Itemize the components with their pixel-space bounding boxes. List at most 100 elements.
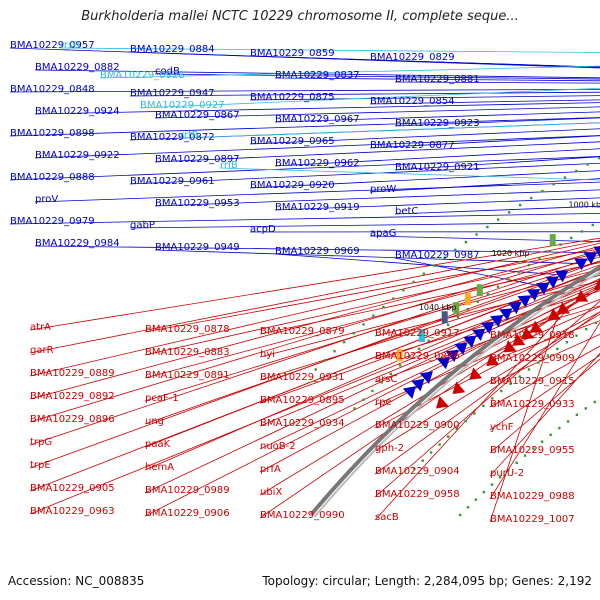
reverse-gene-label: BMA10229_0883 bbox=[145, 347, 230, 358]
reverse-gene-label: purU-2 bbox=[490, 468, 524, 479]
leader-line bbox=[274, 253, 562, 276]
tick-dot bbox=[575, 413, 579, 417]
rna-gene-label: BMA10229_0928 bbox=[100, 70, 185, 81]
leader-line bbox=[29, 242, 600, 377]
leader-line bbox=[154, 73, 600, 80]
tick-dot bbox=[497, 218, 500, 221]
forward-gene-label: BMA10229_0854 bbox=[370, 96, 455, 107]
forward-gene bbox=[499, 308, 513, 321]
label-leader-lines bbox=[9, 47, 600, 523]
reverse-gene bbox=[556, 301, 570, 314]
forward-gene-label: BMA10229_0897 bbox=[155, 154, 240, 165]
forward-gene bbox=[490, 315, 504, 328]
leader-line bbox=[144, 256, 600, 379]
rna-gene-label: rrlB bbox=[220, 160, 238, 171]
leader-line bbox=[59, 47, 600, 53]
leader-line bbox=[99, 65, 600, 79]
tick-dot bbox=[498, 476, 502, 479]
reverse-gene-label: BMA10229_0918 bbox=[490, 330, 575, 341]
forward-gene bbox=[411, 378, 425, 392]
reverse-gene-label: BMA10229_0931 bbox=[260, 372, 345, 383]
leader-line bbox=[154, 141, 600, 163]
forward-gene-label: BMA10229_0848 bbox=[10, 84, 95, 95]
tick-dot bbox=[372, 314, 375, 317]
reverse-gene-label: BMA10229_0934 bbox=[260, 418, 345, 429]
forward-gene-label: BMA10229_0984 bbox=[35, 238, 120, 249]
gene-block bbox=[464, 293, 471, 306]
leader-line bbox=[249, 95, 600, 101]
leader-line bbox=[489, 345, 600, 408]
tick-dot bbox=[517, 271, 520, 274]
reverse-gene-label: BMA10229_0896 bbox=[30, 414, 115, 425]
tick-dot bbox=[496, 285, 500, 288]
tick-dots bbox=[314, 156, 600, 517]
leader-line bbox=[374, 302, 575, 521]
tick-dot bbox=[490, 483, 494, 486]
tick-dot bbox=[446, 435, 450, 438]
tick-dot bbox=[500, 389, 503, 393]
forward-gene bbox=[555, 270, 569, 283]
tick-dot bbox=[546, 354, 549, 357]
forward-gene bbox=[517, 295, 531, 308]
tick-dot bbox=[408, 355, 411, 359]
rna-gene-label: rrfB bbox=[180, 130, 199, 141]
reverse-gene bbox=[521, 327, 535, 340]
tick-dot bbox=[575, 169, 578, 173]
tick-dot bbox=[438, 443, 441, 446]
leader-line bbox=[144, 260, 600, 402]
forward-gene-label: betC bbox=[395, 206, 418, 217]
tick-dot bbox=[591, 223, 594, 227]
leader-line bbox=[129, 91, 600, 97]
forward-gene bbox=[536, 282, 550, 295]
reverse-gene-label: arsC bbox=[375, 374, 397, 385]
rna-gene-label: rrsB bbox=[60, 40, 80, 51]
leader-line bbox=[9, 155, 600, 181]
forward-gene bbox=[419, 371, 433, 384]
tick-dot bbox=[556, 347, 559, 351]
tick-dot bbox=[549, 433, 552, 437]
tick-dot bbox=[412, 280, 415, 284]
tick-dot bbox=[507, 468, 510, 472]
tick-dot bbox=[371, 389, 374, 393]
tick-dot bbox=[584, 407, 587, 410]
tick-dot bbox=[486, 225, 489, 229]
tick-dot bbox=[398, 364, 402, 367]
reverse-gene-label: BMA10229_0958 bbox=[375, 489, 460, 500]
tick-dot bbox=[352, 332, 355, 335]
leader-line bbox=[144, 285, 600, 517]
reverse-gene-label: ubiX bbox=[260, 487, 282, 498]
reverse-gene-label: BMA10229_0955 bbox=[490, 445, 575, 456]
tick-dot bbox=[559, 243, 562, 246]
leader-line bbox=[9, 212, 600, 225]
forward-gene bbox=[402, 386, 416, 399]
gene-block bbox=[441, 311, 448, 324]
genome-summary: Topology: circular; Length: 2,284,095 bp… bbox=[262, 574, 592, 588]
reverse-gene-label: BMA10229_0892 bbox=[30, 391, 115, 402]
forward-gene-label: BMA10229_0967 bbox=[275, 114, 360, 125]
reverse-gene-label: ung bbox=[145, 416, 164, 427]
gene-block bbox=[418, 329, 425, 342]
map-title: Burkholderia mallei NCTC 10229 chromosom… bbox=[81, 9, 519, 24]
tick-label: 1000 kbp bbox=[568, 200, 600, 209]
leader-line bbox=[259, 288, 600, 473]
tick-dot bbox=[515, 461, 518, 464]
forward-gene-label: BMA10229_0957 bbox=[10, 40, 95, 51]
forward-gene bbox=[445, 349, 459, 363]
tick-dot bbox=[491, 397, 494, 400]
reverse-gene-label: BMA10229_1007 bbox=[490, 514, 575, 525]
reverse-gene-label: ychF bbox=[490, 422, 514, 433]
tick-dot bbox=[389, 372, 393, 376]
chromosome-backbone-shadow bbox=[313, 270, 600, 518]
tick-dot bbox=[594, 321, 598, 324]
leader-line bbox=[154, 249, 580, 264]
reverse-gene bbox=[486, 353, 500, 366]
reverse-gene-label: pcaF-1 bbox=[145, 393, 179, 404]
forward-gene-label: BMA10229_0949 bbox=[155, 242, 240, 253]
leader-line bbox=[259, 283, 600, 427]
forward-gene-label: BMA10229_0877 bbox=[370, 140, 455, 151]
reverse-gene-label: BMA10229_0900 bbox=[375, 420, 460, 431]
leader-line bbox=[369, 235, 600, 243]
forward-gene-label: BMA10229_0924 bbox=[35, 106, 120, 117]
leader-line bbox=[29, 254, 600, 446]
leader-line bbox=[274, 148, 600, 167]
